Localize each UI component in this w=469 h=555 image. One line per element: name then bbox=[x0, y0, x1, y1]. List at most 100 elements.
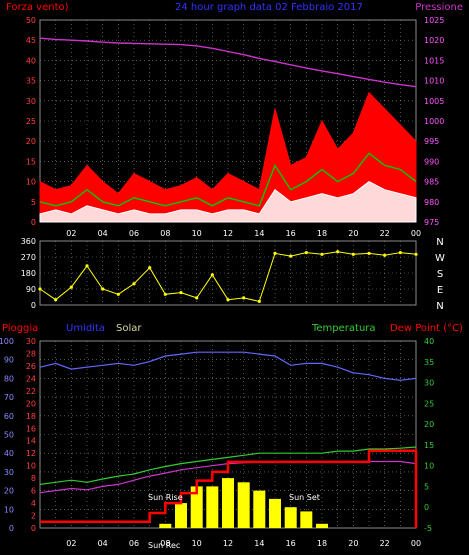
panel1-x-ticks: 02 04 06 08 10 12 14 16 18 20 22 00 bbox=[66, 229, 421, 238]
rain-line bbox=[40, 449, 418, 528]
compass-label: W bbox=[435, 253, 445, 264]
humidity-tick: 80 bbox=[4, 374, 14, 383]
humidity-tick: 10 bbox=[4, 505, 14, 514]
x-tick-label: 20 bbox=[348, 539, 358, 548]
solar-bar bbox=[237, 482, 250, 528]
rain-label: Pioggia bbox=[2, 323, 38, 334]
x-tick-label: 18 bbox=[317, 229, 327, 238]
rain-tick: 16 bbox=[26, 424, 36, 433]
dew-point-label: Dew Point (°C) bbox=[390, 323, 463, 334]
direction-tick: 180 bbox=[21, 269, 36, 278]
compass-label: N bbox=[436, 237, 443, 248]
humidity-tick: 0 bbox=[9, 524, 14, 533]
wind-tick: 0 bbox=[31, 218, 36, 227]
wind-tick: 20 bbox=[26, 137, 36, 146]
x-tick-label: 18 bbox=[317, 539, 327, 548]
solar-label: Solar bbox=[116, 323, 142, 334]
panel1-left-ticks: 0 5 10 15 20 25 30 35 40 45 50 bbox=[26, 16, 36, 227]
compass-label: E bbox=[437, 285, 443, 296]
temperature-ticks: -5 0 5 10 15 20 25 30 35 40 bbox=[424, 337, 434, 533]
wind-direction-line bbox=[39, 251, 417, 302]
humidity-tick: 50 bbox=[4, 431, 14, 440]
wind-tick: 25 bbox=[26, 117, 36, 126]
wind-tick: 10 bbox=[26, 178, 36, 187]
solar-bar bbox=[175, 503, 187, 528]
x-tick-label: 20 bbox=[348, 229, 358, 238]
solar-bar bbox=[206, 486, 219, 528]
solar-bar bbox=[269, 498, 281, 528]
pressure-tick: 980 bbox=[424, 198, 439, 207]
rain-tick: 12 bbox=[26, 449, 36, 458]
solar-bar bbox=[316, 523, 328, 528]
direction-tick: 90 bbox=[26, 285, 36, 294]
wind-gust-area bbox=[39, 91, 417, 223]
humidity-label: Umidita bbox=[66, 323, 105, 334]
wind-tick: 35 bbox=[26, 77, 36, 86]
wind-tick: 45 bbox=[26, 36, 36, 45]
x-tick-label: 04 bbox=[98, 539, 108, 548]
temperature-tick: 40 bbox=[424, 337, 434, 346]
rain-tick: 2 bbox=[31, 512, 36, 521]
x-tick-label: 10 bbox=[192, 539, 202, 548]
temperature-tick: 35 bbox=[424, 358, 434, 367]
solar-bar bbox=[222, 478, 234, 528]
direction-tick: 0 bbox=[31, 301, 36, 310]
pressure-line bbox=[39, 37, 417, 88]
chart-title: 24 hour graph data 02 Febbraio 2017 bbox=[175, 2, 363, 13]
panel1-series bbox=[39, 37, 417, 223]
rain-tick: 0 bbox=[31, 524, 36, 533]
direction-tick: 360 bbox=[21, 237, 36, 246]
x-tick-label: 12 bbox=[223, 229, 233, 238]
rain-tick: 6 bbox=[31, 487, 36, 496]
pressure-tick: 985 bbox=[424, 178, 439, 187]
solar-bar bbox=[190, 486, 203, 528]
humidity-tick: 100 bbox=[0, 337, 14, 346]
x-tick-label: 14 bbox=[254, 229, 264, 238]
sun-rise-label: Sun Rise bbox=[148, 493, 183, 502]
humidity-tick: 40 bbox=[4, 449, 14, 458]
rain-tick: 18 bbox=[26, 412, 36, 421]
wind-average-line bbox=[39, 152, 417, 207]
humidity-tick: 70 bbox=[4, 393, 14, 402]
x-tick-label: 00 bbox=[411, 229, 421, 238]
solar-bar bbox=[300, 511, 313, 528]
solar-bar bbox=[253, 490, 266, 528]
rain-tick: 14 bbox=[26, 437, 36, 446]
compass-label: S bbox=[437, 269, 443, 280]
x-tick-label: 02 bbox=[66, 229, 76, 238]
wind-tick: 30 bbox=[26, 97, 36, 106]
sun-low-label: Sun Rec bbox=[148, 541, 180, 550]
temperature-label: Temperatura bbox=[311, 323, 376, 334]
rain-tick: 24 bbox=[26, 374, 36, 383]
temperature-tick: 0 bbox=[424, 503, 429, 512]
solar-bar bbox=[159, 523, 172, 528]
x-tick-label: 12 bbox=[223, 539, 233, 548]
humidity-tick: 60 bbox=[4, 412, 14, 421]
x-tick-label: 22 bbox=[380, 229, 390, 238]
temperature-tick: -5 bbox=[424, 524, 432, 533]
humidity-tick: 20 bbox=[4, 487, 14, 496]
wind-speed-area bbox=[39, 181, 417, 223]
pressure-tick: 1020 bbox=[424, 36, 444, 45]
humidity-tick: 30 bbox=[4, 468, 14, 477]
pressure-tick: 995 bbox=[424, 137, 439, 146]
pressure-tick: 1015 bbox=[424, 56, 444, 65]
panel1-right-label: Pressione bbox=[415, 2, 463, 13]
temperature-tick: 10 bbox=[424, 462, 434, 471]
pressure-tick: 975 bbox=[424, 218, 439, 227]
sun-set-label: Sun Set bbox=[289, 493, 320, 502]
pressure-tick: 990 bbox=[424, 157, 439, 166]
pressure-tick: 1005 bbox=[424, 97, 444, 106]
x-tick-label: 06 bbox=[129, 539, 139, 548]
rain-tick: 10 bbox=[26, 462, 36, 471]
x-tick-label: 06 bbox=[129, 229, 139, 238]
wind-tick: 15 bbox=[26, 157, 36, 166]
x-tick-label: 04 bbox=[98, 229, 108, 238]
x-tick-label: 16 bbox=[286, 539, 296, 548]
temperature-tick: 25 bbox=[424, 399, 434, 408]
x-tick-label: 22 bbox=[380, 539, 390, 548]
pressure-tick: 1000 bbox=[424, 117, 444, 126]
